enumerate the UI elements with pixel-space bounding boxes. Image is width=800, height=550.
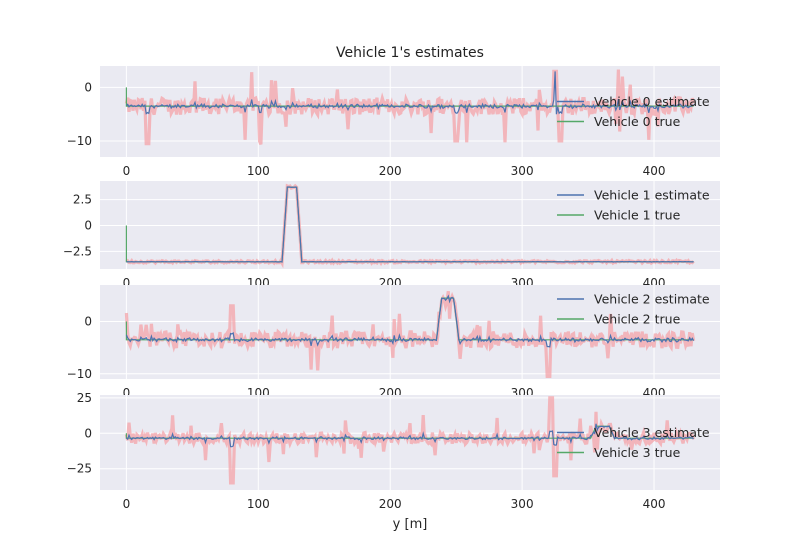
subplot-3: 0 100 200 300 400 −25 0 25 Vehicle 3 estimate Veh… [67,391,720,511]
x-tick-label: 200 [379,164,402,178]
x-tick-label: 0 [123,276,131,290]
legend-entry: Vehicle 3 true [594,445,681,460]
legend-entry: Vehicle 1 true [594,208,681,223]
y-tick-label: −25 [67,462,92,476]
measurement-series [124,396,696,485]
y-tick-label: 2.5 [73,193,92,207]
x-tick-label: 400 [643,497,666,511]
y-tick-label: 0 [84,219,92,233]
y-tick-label: 25 [77,391,92,405]
estimate-series-line [125,423,695,448]
estimate-series-line [126,71,694,115]
plot-area [100,181,720,269]
legend-entry: Vehicle 3 estimate [594,425,710,440]
y-tick-label: −10 [67,367,92,381]
x-tick-label: 300 [511,497,534,511]
legend-entry: Vehicle 2 estimate [594,292,710,307]
legend-entry: Vehicle 0 true [594,114,681,129]
x-tick-label: 200 [379,497,402,511]
y-tick-label: −2.5 [63,244,92,258]
subplot-stack: 0 100 200 300 400 −10 0 Vehicle 0 estimate Vehic… [63,66,720,511]
x-tick-label: 300 [511,164,534,178]
legend-entry: Vehicle 2 true [594,312,681,327]
legend-entry: Vehicle 1 estimate [594,188,710,203]
measurement-series [124,290,696,378]
x-tick-label: 400 [643,164,666,178]
x-tick-label: 100 [247,164,270,178]
x-tick-label: 0 [123,386,131,400]
y-tick-label: 0 [84,426,92,440]
y-tick-label: 0 [84,315,92,329]
x-tick-label: 100 [247,497,270,511]
y-tick-label: −10 [67,134,92,148]
y-tick-label: 0 [84,80,92,94]
x-axis-label: y [m] [393,517,428,532]
subplot-1: 0 100 200 300 400−2.502.5 Vehicle 1 estimateV… [63,181,720,290]
measurement-series [124,69,696,146]
chart-title: Vehicle 1's estimates [336,45,484,61]
estimate-series-line [126,186,694,263]
x-tick-label: 0 [123,497,131,511]
estimate-series-line [125,294,695,348]
legend-entry: Vehicle 0 estimate [594,94,710,109]
subplot-0: 0 100 200 300 400 −10 0 Vehicle 0 estimate Vehic… [67,66,720,178]
x-tick-label: 0 [123,164,131,178]
